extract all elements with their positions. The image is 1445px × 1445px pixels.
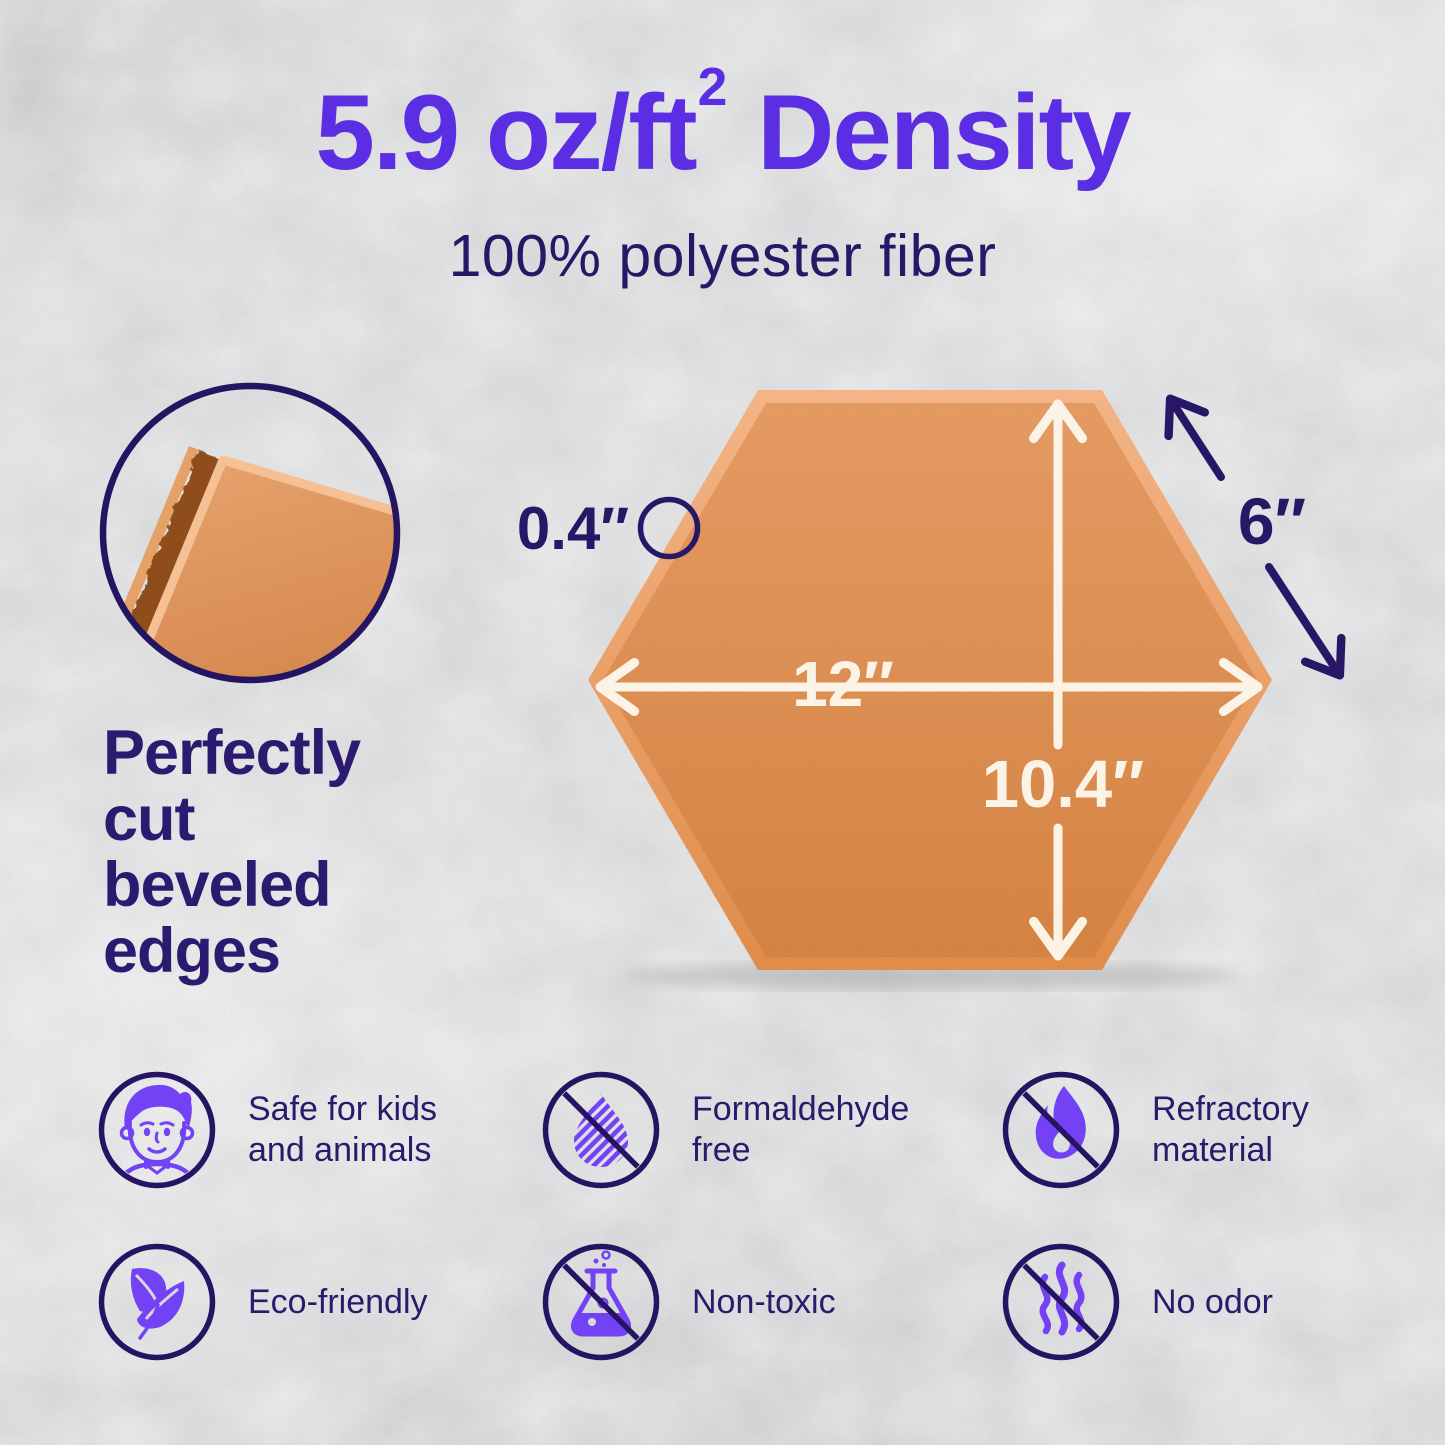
liquid-bubble xyxy=(588,1318,596,1326)
odor-off-icon xyxy=(1002,1243,1120,1361)
feature-eco-friendly: Eco-friendly xyxy=(96,1241,428,1363)
flask-off-icon xyxy=(542,1243,660,1361)
panel-corner-group xyxy=(103,446,397,680)
feature-label: Safe for kids and animals xyxy=(248,1089,437,1171)
bevel-detail-inset xyxy=(95,378,405,688)
slash-line xyxy=(560,1089,642,1171)
feature-no-odor: No odor xyxy=(1000,1241,1273,1363)
panel-bevel-highlight xyxy=(128,455,397,680)
feature-label-line: material xyxy=(1152,1131,1273,1169)
icon-ring xyxy=(98,1243,216,1361)
header: 5.9 oz/ft2 Density 100% polyester fiber xyxy=(0,59,1445,290)
caption-line: Perfectly xyxy=(103,718,361,788)
hexagon-face-grain xyxy=(603,403,1257,957)
caption-line: edges xyxy=(103,916,281,986)
side-arrow-lower xyxy=(1265,563,1346,680)
title-rest: Density xyxy=(729,72,1132,192)
title-superscript: 2 xyxy=(697,57,728,117)
feature-label-line: free xyxy=(692,1131,751,1169)
feature-label: Eco-friendly xyxy=(248,1282,428,1323)
feature-label-line: No odor xyxy=(1152,1282,1273,1321)
page-subtitle: 100% polyester fiber xyxy=(448,223,997,290)
feature-label-line: Non-toxic xyxy=(692,1282,836,1321)
feature-refractory-material: Refractory material xyxy=(1000,1069,1309,1191)
width-label: 12″ xyxy=(792,648,894,720)
flame-off-icon xyxy=(1002,1071,1120,1189)
slash-line xyxy=(1020,1089,1102,1171)
icon-ring xyxy=(1002,1071,1120,1189)
droplet-off-icon xyxy=(542,1071,660,1189)
leaves-icon xyxy=(98,1243,216,1361)
flask-outline xyxy=(570,1271,632,1337)
thickness-circle xyxy=(637,496,701,560)
bubble xyxy=(593,1258,599,1264)
kid-face-icon xyxy=(98,1071,216,1189)
feature-label-line: Eco-friendly xyxy=(248,1282,428,1321)
caption-line: beveled xyxy=(103,850,332,920)
height-label: 10.4″ xyxy=(982,747,1145,822)
caption-line: cut xyxy=(103,784,196,854)
feature-label: No odor xyxy=(1152,1282,1273,1323)
leaf-vein xyxy=(144,1287,179,1320)
slash-line xyxy=(1020,1261,1102,1343)
panel-fuzzy-side xyxy=(109,450,223,678)
feature-label: Formaldehyde free xyxy=(692,1089,909,1171)
hexagon-panel xyxy=(588,390,1272,970)
feature-label-line: and animals xyxy=(248,1131,432,1169)
side-label: 6″ xyxy=(1238,484,1306,558)
bubble xyxy=(601,1250,611,1260)
feature-label: Non-toxic xyxy=(692,1282,836,1323)
feature-safe-for-kids: Safe for kids and animals xyxy=(96,1069,437,1191)
icon-ring xyxy=(542,1243,660,1361)
icon-ring xyxy=(1002,1243,1120,1361)
feature-non-toxic: Non-toxic xyxy=(540,1241,836,1363)
feature-label-line: Refractory xyxy=(1152,1090,1309,1128)
icon-ring xyxy=(98,1071,216,1189)
bubble xyxy=(602,1263,606,1267)
vapor-wave xyxy=(1055,1261,1069,1336)
feature-label-line: Safe for kids xyxy=(248,1090,437,1128)
slash-line xyxy=(560,1261,642,1343)
page-title: 5.9 oz/ft2 Density xyxy=(0,59,1445,188)
side-arrow-upper xyxy=(1164,394,1225,481)
inset-ring xyxy=(99,382,401,684)
title-main: 5.9 oz/ft xyxy=(315,72,697,192)
bevel-corner-photo xyxy=(99,382,401,684)
feature-formaldehyde-free: Formaldehyde free xyxy=(540,1069,909,1191)
thickness-label: 0.4″ xyxy=(517,495,629,562)
feature-label-line: Formaldehyde xyxy=(692,1090,910,1128)
leaf-stem xyxy=(138,1303,160,1340)
bevel-caption: Perfectly cut beveled edges xyxy=(103,718,361,986)
icon-ring xyxy=(542,1071,660,1189)
feature-label: Refractory material xyxy=(1152,1089,1309,1171)
